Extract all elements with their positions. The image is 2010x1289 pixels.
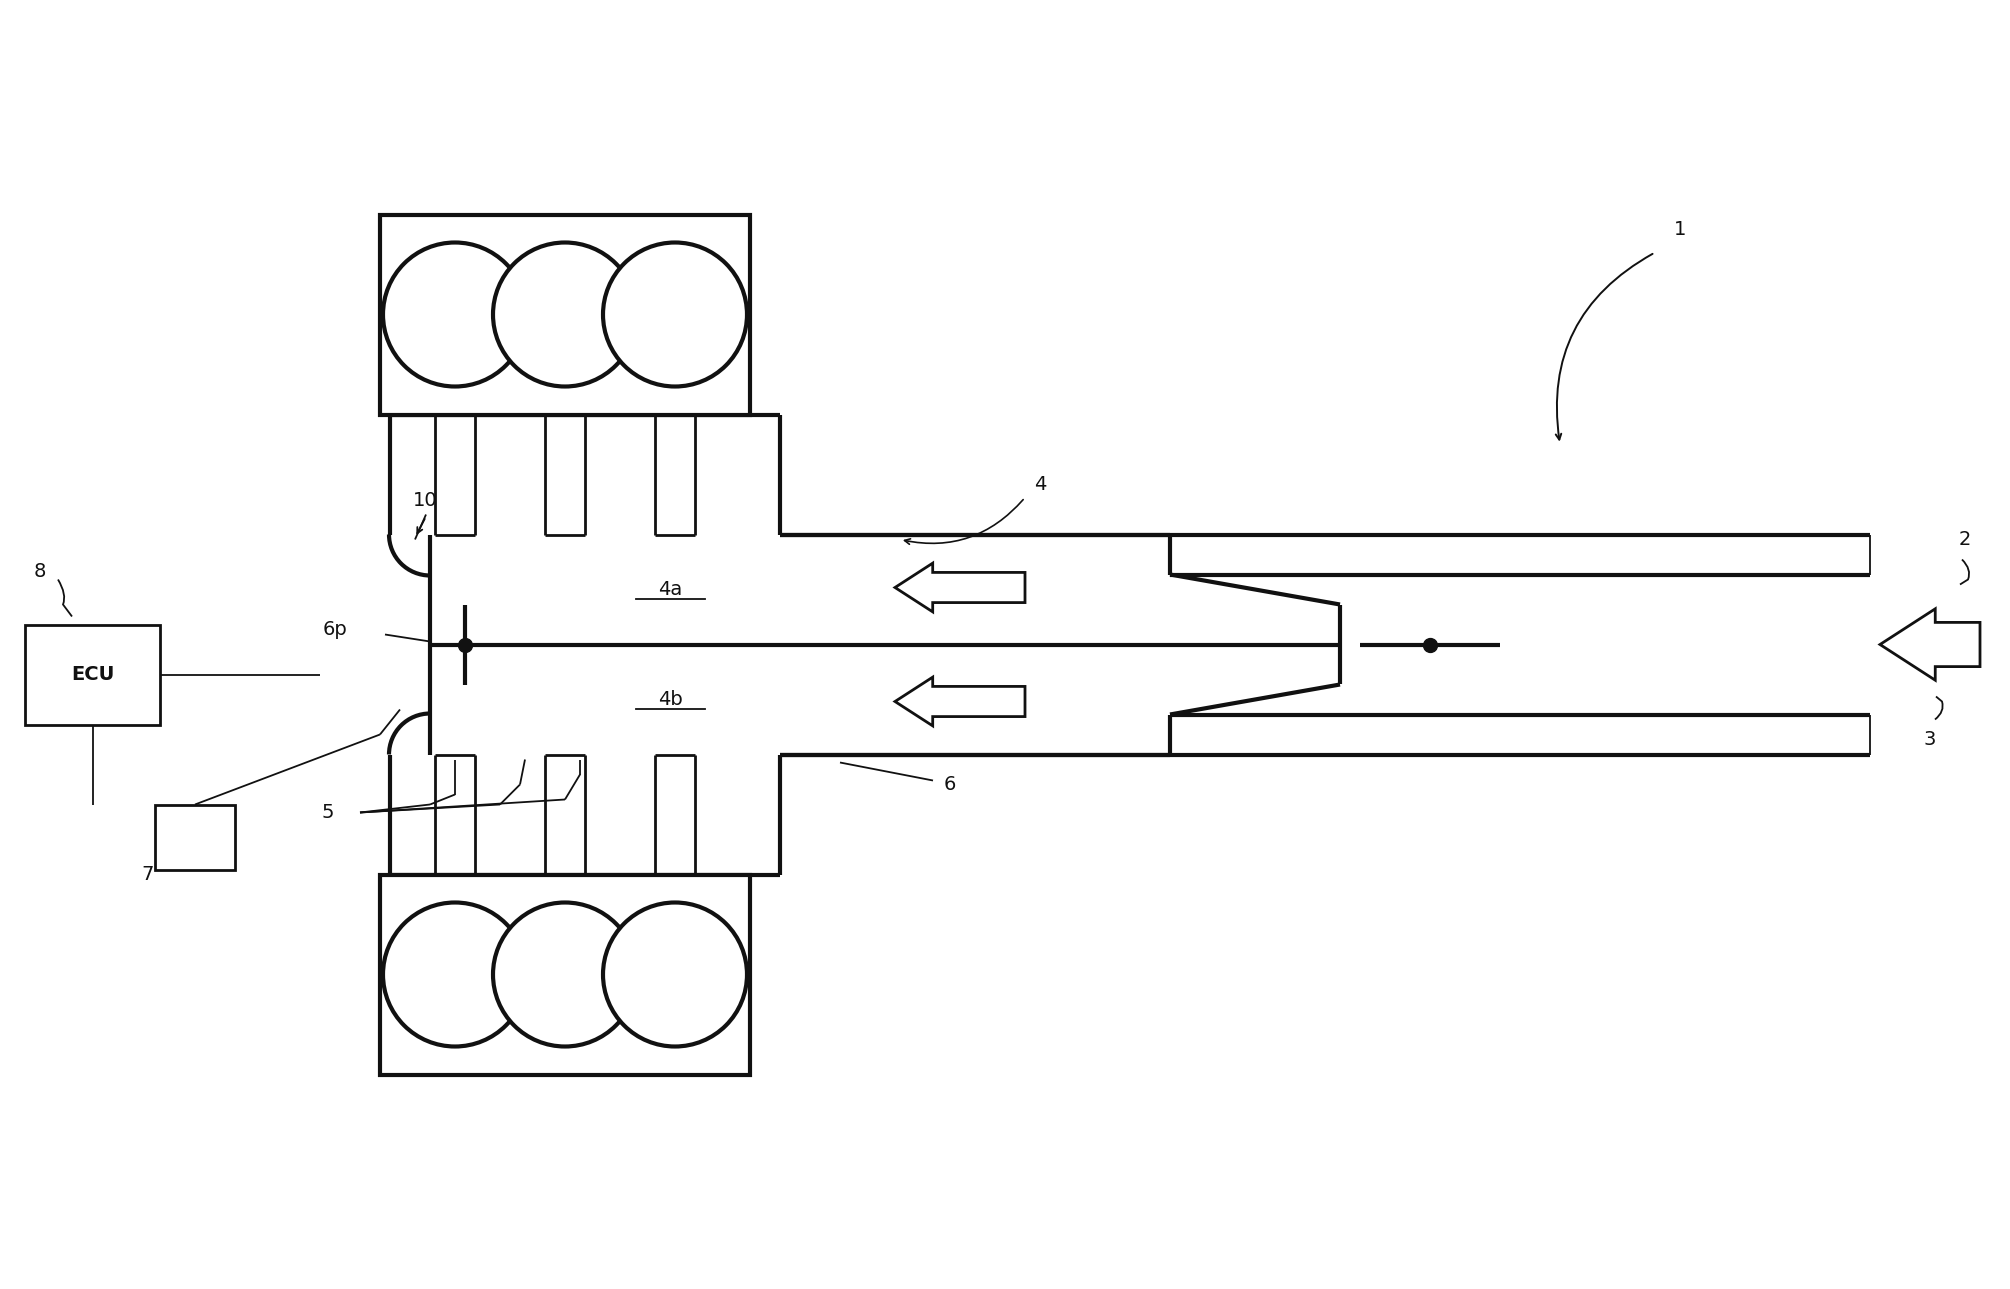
Bar: [380, 874, 750, 1075]
Text: C5: C5: [663, 305, 687, 324]
Text: 5: 5: [583, 275, 597, 294]
Bar: [155, 804, 235, 870]
Text: 7: 7: [143, 865, 155, 884]
Text: 1: 1: [1674, 220, 1686, 238]
Text: 3: 3: [1924, 730, 1936, 749]
Text: 10: 10: [412, 491, 438, 510]
Circle shape: [603, 902, 748, 1047]
Circle shape: [492, 242, 637, 387]
Text: C1: C1: [442, 305, 466, 324]
Text: 6: 6: [945, 775, 957, 794]
Text: C4: C4: [553, 965, 577, 984]
Text: C2: C2: [442, 965, 466, 984]
Circle shape: [384, 902, 527, 1047]
Text: 6p: 6p: [324, 620, 348, 639]
Text: 8: 8: [34, 562, 46, 581]
Text: ECU: ECU: [70, 665, 115, 684]
Text: 2: 2: [1960, 530, 1972, 549]
Text: C3: C3: [553, 305, 577, 324]
Circle shape: [492, 902, 637, 1047]
Bar: [380, 214, 750, 415]
Text: 5: 5: [322, 803, 334, 822]
Bar: [24, 624, 161, 724]
Text: 4b: 4b: [657, 690, 681, 709]
Circle shape: [384, 242, 527, 387]
Text: 4: 4: [1033, 476, 1045, 494]
Circle shape: [603, 242, 748, 387]
Text: 4a: 4a: [657, 580, 681, 599]
Text: C6: C6: [663, 965, 687, 984]
